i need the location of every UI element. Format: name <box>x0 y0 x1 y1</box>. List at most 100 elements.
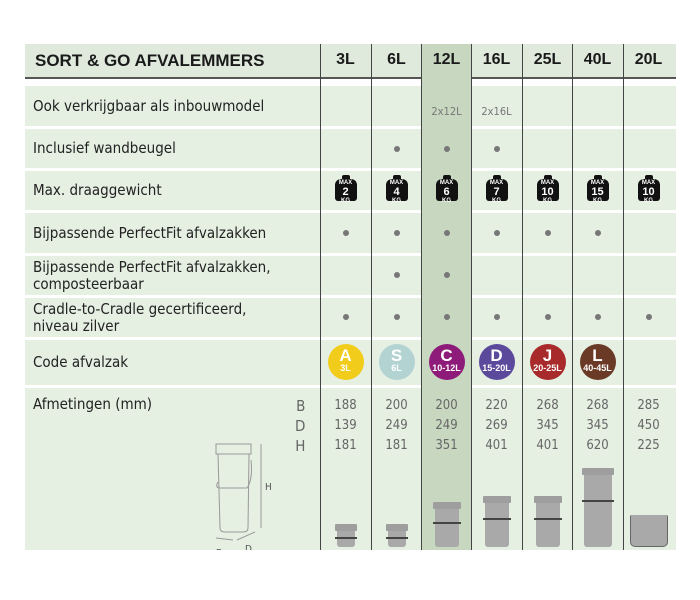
dims-cell: 188 139 181 <box>320 396 371 456</box>
wandbeugel-cell <box>371 146 422 152</box>
dim-h-value: 225 <box>637 438 660 453</box>
row-label: Cradle-to-Cradle gecertificeerd, niveau z… <box>33 301 246 335</box>
bin-illustration <box>387 531 406 547</box>
column-divider <box>471 44 472 550</box>
bag-code-badge: S 6L <box>378 344 415 380</box>
column-header: 16L <box>482 51 511 68</box>
bag-code-size: 40-45L <box>583 363 612 373</box>
column-header: 3L <box>336 51 355 68</box>
weight-icon: MAX 10 KG <box>536 175 559 204</box>
weight-value: 6 <box>443 186 450 198</box>
weight-value: 10 <box>642 186 655 198</box>
bag-code-badge: C 10-12L <box>428 344 465 380</box>
bag-code-letter: D <box>490 346 503 365</box>
inbouw-cell: 2x12L <box>421 100 472 119</box>
weight-unit: KG <box>492 198 501 204</box>
inbouw-value: 2x12L <box>431 105 462 118</box>
column-header: 25L <box>533 51 562 68</box>
perfectfit-cell <box>522 230 573 236</box>
dim-d-value: 450 <box>637 418 660 433</box>
dim-d-value: 345 <box>536 418 559 433</box>
draag-cell: MAX 2 KG <box>320 175 371 204</box>
comparison-table: SORT & GO AFVALEMMERS Ook verkrijgbaar a… <box>25 44 676 550</box>
weight-icon: MAX 7 KG <box>485 175 508 204</box>
dim-h: H <box>295 437 306 455</box>
cradle-cell <box>522 314 573 320</box>
cradle-cell <box>421 314 472 320</box>
bin-illustration <box>434 509 459 547</box>
availability-dot <box>544 230 551 236</box>
perfectfit-cell <box>320 230 371 236</box>
weight-value: 15 <box>591 186 604 198</box>
draag-cell: MAX 6 KG <box>421 175 472 204</box>
column-header: 6L <box>387 51 406 68</box>
perfectfit-cell <box>572 230 623 236</box>
bag-code-letter: S <box>390 346 403 365</box>
dim-d-value: 249 <box>385 418 408 433</box>
weight-max: MAX <box>338 180 353 186</box>
row-label: Inclusief wandbeugel <box>33 139 176 157</box>
column-header-cell: 12L <box>421 51 472 69</box>
inbouw-cell: 2x16L <box>471 100 522 119</box>
availability-dot <box>342 314 349 320</box>
row-compost: Bijpassende PerfectFit afvalzakken, compo… <box>25 256 676 295</box>
availability-dot <box>393 146 400 152</box>
row-label: Afmetingen (mm) <box>33 395 153 413</box>
wandbeugel-cell <box>471 146 522 152</box>
bin-lid <box>385 524 408 531</box>
bin-handle <box>533 518 562 520</box>
label-line: composteerbaar <box>33 275 144 293</box>
code-cell: J 20-25L <box>522 344 573 380</box>
label-line: niveau zilver <box>33 317 120 335</box>
weight-max: MAX <box>389 180 404 186</box>
row-label: Ook verkrijgbaar als inbouwmodel <box>33 97 265 115</box>
bag-code-letter: J <box>542 346 553 365</box>
column-divider <box>320 44 321 550</box>
weight-unit: KG <box>392 198 401 204</box>
bin-lid <box>334 524 357 531</box>
availability-dot <box>544 314 551 320</box>
bin-handle <box>334 537 357 539</box>
bin-handle <box>432 522 461 524</box>
dim-h-value: 181 <box>385 438 408 453</box>
code-cell: S 6L <box>371 344 422 380</box>
label-line: Bijpassende PerfectFit afvalzakken, <box>33 258 271 276</box>
weight-value: 2 <box>342 186 349 198</box>
code-cell: D 15-20L <box>471 344 522 380</box>
bag-code-size: 6L <box>391 363 402 373</box>
dim-b: B <box>296 397 306 415</box>
weight-max: MAX <box>540 180 555 186</box>
dim-h-value: 181 <box>334 438 357 453</box>
dim-b-value: 200 <box>385 398 408 413</box>
bag-code-size: 20-25L <box>533 363 562 373</box>
dim-b-value: 188 <box>334 398 357 413</box>
draag-cell: MAX 4 KG <box>371 175 422 204</box>
cradle-cell <box>572 314 623 320</box>
column-header: 20L <box>634 51 663 68</box>
diagram-d: D <box>245 544 252 550</box>
dim-b-value: 268 <box>536 398 559 413</box>
dim-b-value: 220 <box>485 398 508 413</box>
column-header-cell: 16L <box>471 51 522 69</box>
weight-value: 10 <box>541 186 554 198</box>
availability-dot <box>393 314 400 320</box>
bin-dimension-diagram: H B D <box>215 443 272 550</box>
column-header-cell: 40L <box>572 51 623 69</box>
bag-code-badge: A 3L <box>327 344 364 380</box>
column-divider <box>572 44 573 550</box>
weight-unit: KG <box>644 198 653 204</box>
availability-dot <box>393 272 400 278</box>
availability-dot <box>443 230 450 236</box>
weight-max: MAX <box>590 180 605 186</box>
cradle-cell <box>320 314 371 320</box>
bag-code-letter: C <box>440 346 453 365</box>
weight-icon: MAX 10 KG <box>637 175 660 204</box>
dim-h-value: 620 <box>586 438 609 453</box>
perfectfit-cell <box>371 230 422 236</box>
weight-value: 7 <box>493 186 500 198</box>
dim-b-value: 268 <box>586 398 609 413</box>
bin-lid <box>533 496 562 503</box>
availability-dot <box>443 314 450 320</box>
row-perfectfit: Bijpassende PerfectFit afvalzakken <box>25 213 676 253</box>
bag-code-badge: D 15-20L <box>478 344 515 380</box>
